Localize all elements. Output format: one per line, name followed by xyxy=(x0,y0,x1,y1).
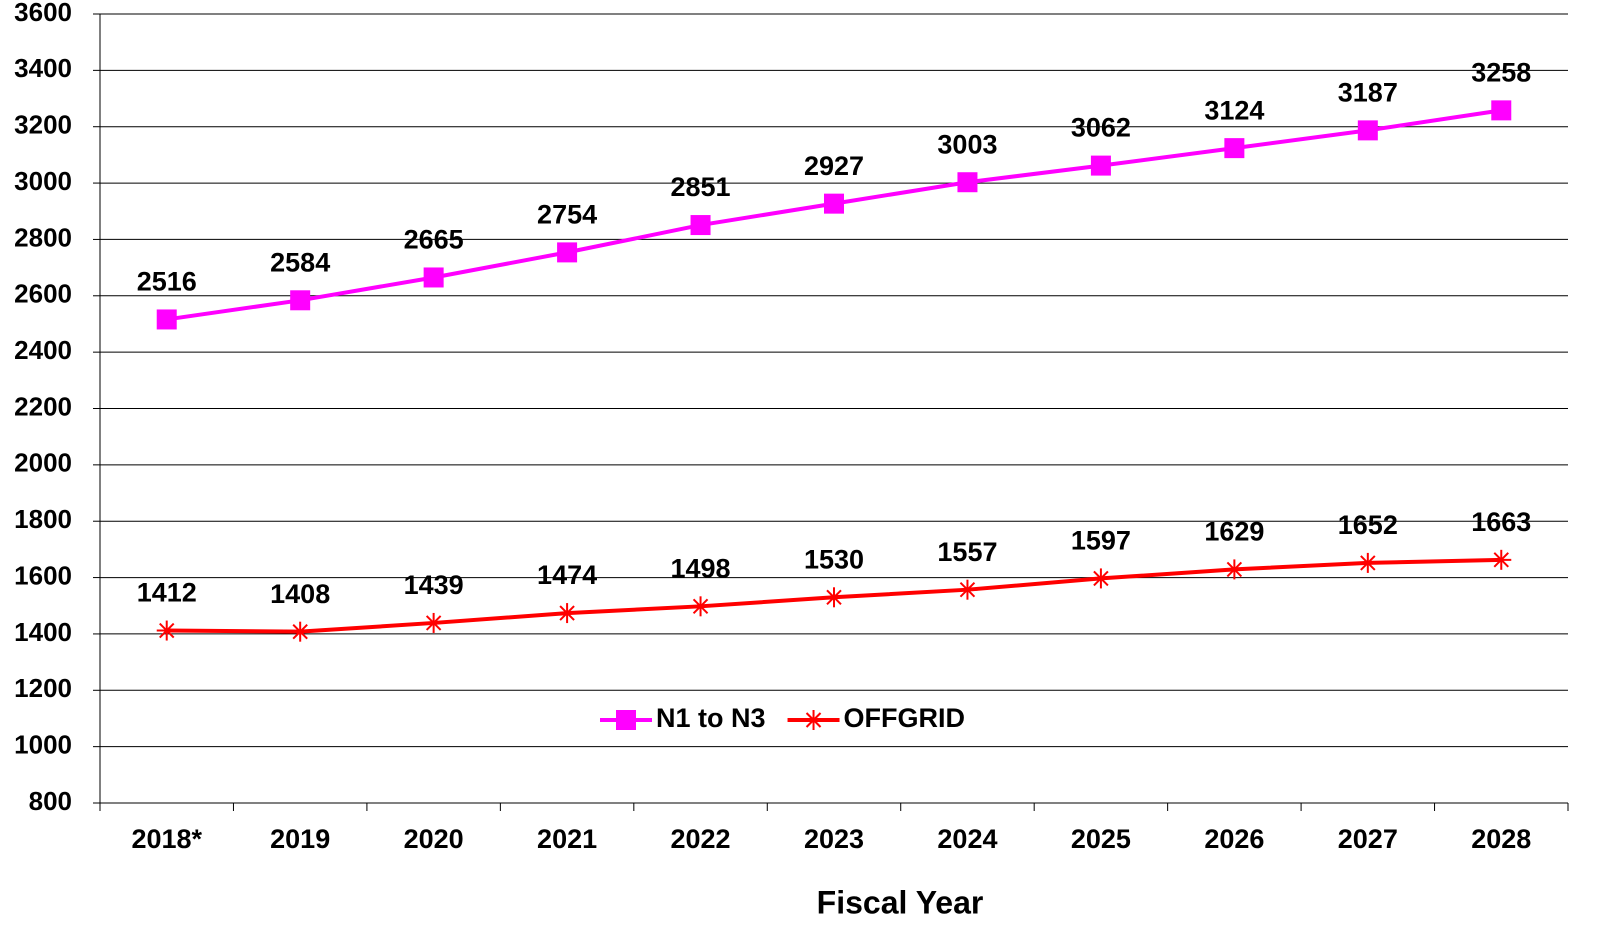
legend-marker xyxy=(616,710,636,730)
x-tick-label: 2021 xyxy=(537,824,597,854)
y-tick-label: 1400 xyxy=(14,617,72,647)
data-label: 1474 xyxy=(537,560,597,590)
data-label: 1557 xyxy=(937,537,997,567)
x-tick-label: 2018* xyxy=(131,824,202,854)
data-point xyxy=(423,612,444,633)
marker-stroke xyxy=(826,589,842,606)
data-label: 2584 xyxy=(270,247,330,277)
data-label: 3258 xyxy=(1471,57,1531,87)
x-tick-label: 2023 xyxy=(804,824,864,854)
x-tick-label: 2026 xyxy=(1204,824,1264,854)
x-tick-label: 2019 xyxy=(270,824,330,854)
marker-stroke xyxy=(1493,552,1509,568)
data-point xyxy=(156,620,177,641)
data-label: 3124 xyxy=(1204,95,1264,125)
y-tick-label: 1800 xyxy=(14,504,72,534)
data-label: 2851 xyxy=(671,172,731,202)
data-label: 1498 xyxy=(671,553,731,583)
data-label: 2665 xyxy=(404,225,464,255)
x-tick-label: 2020 xyxy=(404,824,464,854)
data-point xyxy=(1357,120,1378,141)
data-label: 2516 xyxy=(137,267,197,297)
data-label: 1663 xyxy=(1471,507,1531,537)
y-tick-label: 2000 xyxy=(14,448,72,478)
x-tick-label: 2027 xyxy=(1338,824,1398,854)
y-tick-label: 3400 xyxy=(14,53,72,83)
data-point xyxy=(1357,552,1378,573)
y-tick-label: 2200 xyxy=(14,391,72,421)
x-tick-label: 2025 xyxy=(1071,824,1131,854)
y-tick-label: 3000 xyxy=(14,166,72,196)
x-tick-label: 2022 xyxy=(671,824,731,854)
x-axis-label: Fiscal Year xyxy=(817,884,984,920)
data-point xyxy=(1090,155,1111,176)
y-tick-label: 800 xyxy=(29,786,72,816)
data-point xyxy=(824,587,844,608)
marker-stroke xyxy=(959,581,976,598)
data-point xyxy=(423,267,444,288)
data-point xyxy=(1491,549,1512,570)
y-tick-label: 3200 xyxy=(14,110,72,140)
x-tick-label: 2028 xyxy=(1471,824,1531,854)
data-point xyxy=(690,215,711,236)
legend-marker xyxy=(803,710,824,730)
data-point xyxy=(957,172,978,193)
data-label: 1439 xyxy=(404,570,464,600)
marker-stroke xyxy=(1360,555,1376,571)
data-label: 3003 xyxy=(937,129,997,159)
data-label: 2754 xyxy=(537,200,597,230)
y-tick-label: 1000 xyxy=(14,730,72,760)
y-tick-label: 2400 xyxy=(14,335,72,365)
y-tick-label: 2600 xyxy=(14,279,72,309)
series-line xyxy=(166,108,1502,322)
data-point xyxy=(1224,559,1245,580)
data-point xyxy=(957,579,978,600)
y-tick-label: 1600 xyxy=(14,560,72,590)
y-tick-label: 1200 xyxy=(14,673,72,703)
data-label: 2927 xyxy=(804,151,864,181)
data-point xyxy=(1090,568,1111,589)
data-label: 1629 xyxy=(1204,517,1264,547)
data-label: 3187 xyxy=(1338,78,1398,108)
marker-stroke xyxy=(292,623,308,640)
data-label: 1597 xyxy=(1071,526,1131,556)
marker-stroke xyxy=(692,598,709,615)
marker-stroke xyxy=(1226,561,1243,578)
data-point xyxy=(156,309,177,330)
data-point xyxy=(1491,100,1512,121)
data-label: 1408 xyxy=(270,579,330,609)
data-point xyxy=(290,290,311,311)
data-label: 3062 xyxy=(1071,113,1131,143)
data-label: 1530 xyxy=(804,544,864,574)
marker-stroke xyxy=(159,622,175,639)
data-point xyxy=(290,621,311,642)
data-point xyxy=(824,193,844,214)
data-label: 1652 xyxy=(1338,510,1398,540)
marker-stroke xyxy=(805,712,822,728)
marker-stroke xyxy=(559,605,575,621)
marker-stroke xyxy=(425,615,442,631)
data-label: 1412 xyxy=(137,578,197,608)
data-point xyxy=(557,242,578,263)
data-point xyxy=(1224,138,1245,159)
data-point xyxy=(690,596,711,617)
x-tick-label: 2024 xyxy=(937,824,997,854)
y-tick-label: 2800 xyxy=(14,222,72,252)
data-point xyxy=(557,603,578,624)
marker-stroke xyxy=(1093,570,1109,587)
legend-label: N1 to N3 xyxy=(656,703,766,733)
legend-label: OFFGRID xyxy=(844,703,966,733)
y-tick-label: 3600 xyxy=(14,0,72,27)
